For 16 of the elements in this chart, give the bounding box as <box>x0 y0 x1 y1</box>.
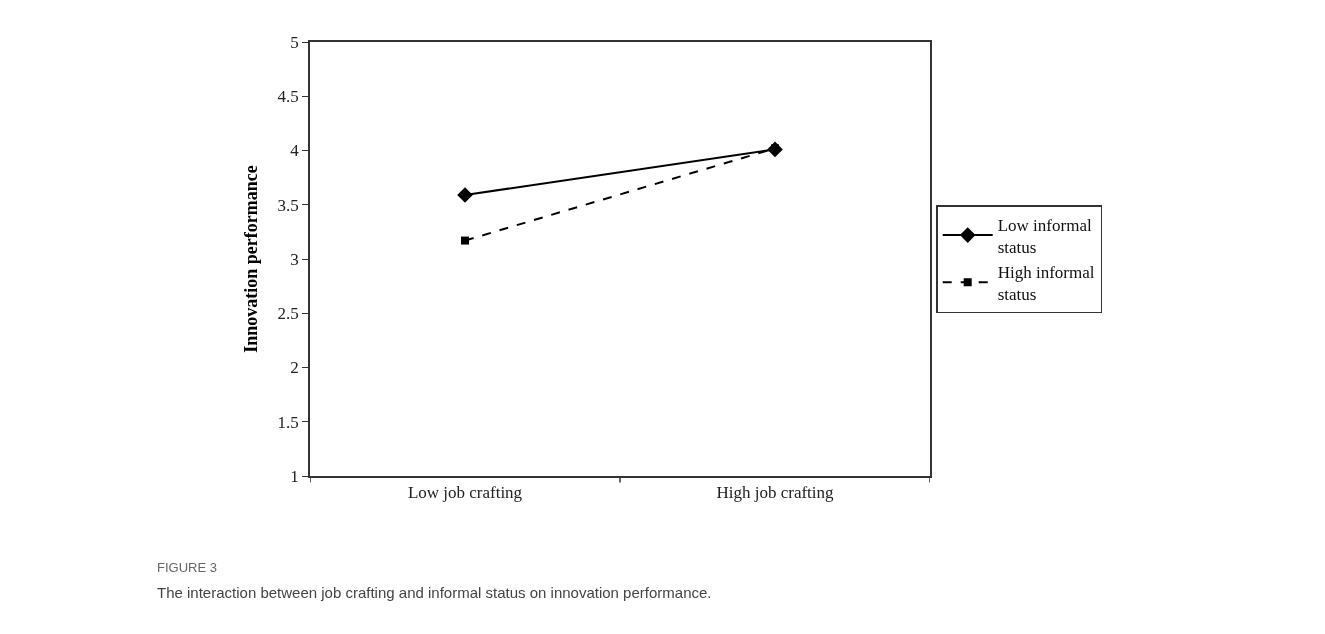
y-tick-label: 1 <box>290 466 299 486</box>
y-tick-label: 5 <box>290 32 299 52</box>
y-tick-label: 3 <box>290 249 299 269</box>
x-tick-label: High job crafting <box>716 483 835 503</box>
y-tick-label: 2.5 <box>277 304 299 324</box>
y-tick-label: 3.5 <box>277 195 299 215</box>
y-tick-label: 1.5 <box>277 412 299 432</box>
caption: FIGURE 3 <box>157 560 217 575</box>
y-tick-label: 4.5 <box>277 87 299 107</box>
y-tick-label: 4 <box>290 141 300 161</box>
y-tick-label: 2 <box>290 358 299 378</box>
x-tick-label: Low job crafting <box>407 483 523 503</box>
y-axis-title: Innovation performance <box>241 165 262 353</box>
legend-label: Low informal status <box>997 215 1092 257</box>
text: The interaction between job crafting and informal status on innovation performance. <box>157 584 712 601</box>
legend-label: High informal status <box>997 262 1095 304</box>
